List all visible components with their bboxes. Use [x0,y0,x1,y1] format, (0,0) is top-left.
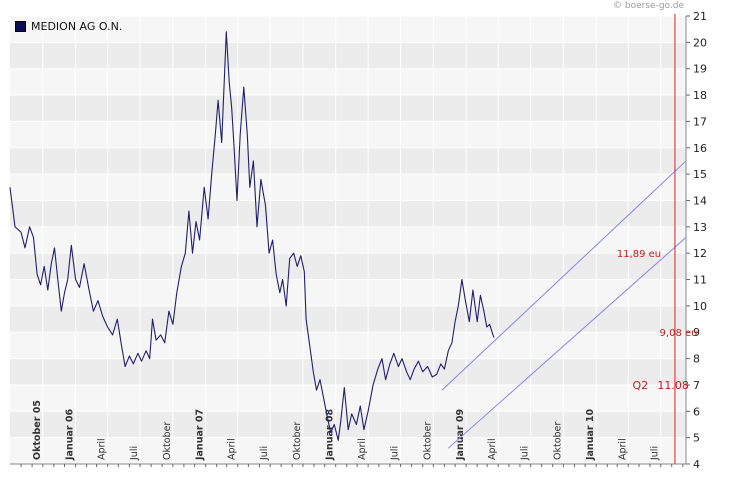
grid-band [10,121,686,148]
y-tick-label: 16 [693,142,707,155]
x-tick-label: Januar 08 [325,409,336,461]
x-tick-label: Januar 07 [195,409,206,461]
x-tick-label: Januar 06 [65,409,76,461]
grid-band [10,437,686,464]
grid-band [10,332,686,359]
y-tick-label: 5 [693,432,700,445]
x-tick-label: April [357,438,368,460]
legend-swatch [15,21,26,32]
y-tick-label: 4 [693,458,700,471]
grid-band [10,68,686,96]
x-tick-label: Oktober 05 [32,400,43,460]
annotation-label: 11.08 [657,379,689,392]
x-tick-label: April [487,438,498,460]
x-tick-label: Januar 09 [455,409,466,461]
y-tick-label: 11 [693,274,707,287]
y-tick-label: 15 [693,168,707,181]
x-tick-label: Oktober [162,422,173,460]
price-series-line [9,31,495,441]
x-tick-label: Juli [129,446,140,461]
annotation-label: 9,08 eu [660,328,698,339]
legend: MEDION AG O.N. [15,20,122,33]
x-tick-label: Juli [520,446,531,461]
y-tick-label: 18 [693,89,707,102]
trend-channel-upper [441,160,687,391]
x-tick-label: April [617,438,628,460]
y-tick-label: 13 [693,221,707,234]
x-tick-label: Juli [650,446,661,461]
grid-band [10,384,686,412]
y-tick-label: 19 [693,63,707,76]
x-tick-label: April [227,438,238,460]
y-tick-label: 17 [693,115,707,128]
x-tick-label: Oktober [292,422,303,460]
x-tick-label: Januar 10 [585,409,596,461]
grid-band [10,279,686,306]
y-tick-label: 7 [693,379,700,392]
source-credit: © boerse-go.de [613,1,684,11]
y-tick-label: 8 [693,353,700,366]
y-tick-label: 14 [693,194,707,207]
grid-band [10,16,686,43]
y-tick-label: 9 [693,326,700,339]
x-tick-label: Oktober [422,422,433,460]
legend-label: MEDION AG O.N. [31,20,123,33]
y-tick-label: 20 [693,36,707,49]
y-tick-label: 12 [693,247,707,260]
grid-band [10,174,686,201]
trend-channel-lower [447,236,687,449]
x-tick-label: April [97,438,108,460]
y-tick-label: 21 [693,10,707,23]
grid-band [10,226,686,254]
annotation-label: Q2 [633,379,649,392]
x-tick-label: Juli [390,446,401,461]
y-tick-label: 6 [693,405,700,418]
x-tick-label: Juli [259,446,270,461]
y-tick-label: 10 [693,300,707,313]
annotation-label: 11,89 eu [617,249,661,260]
x-tick-label: Oktober [552,422,563,460]
